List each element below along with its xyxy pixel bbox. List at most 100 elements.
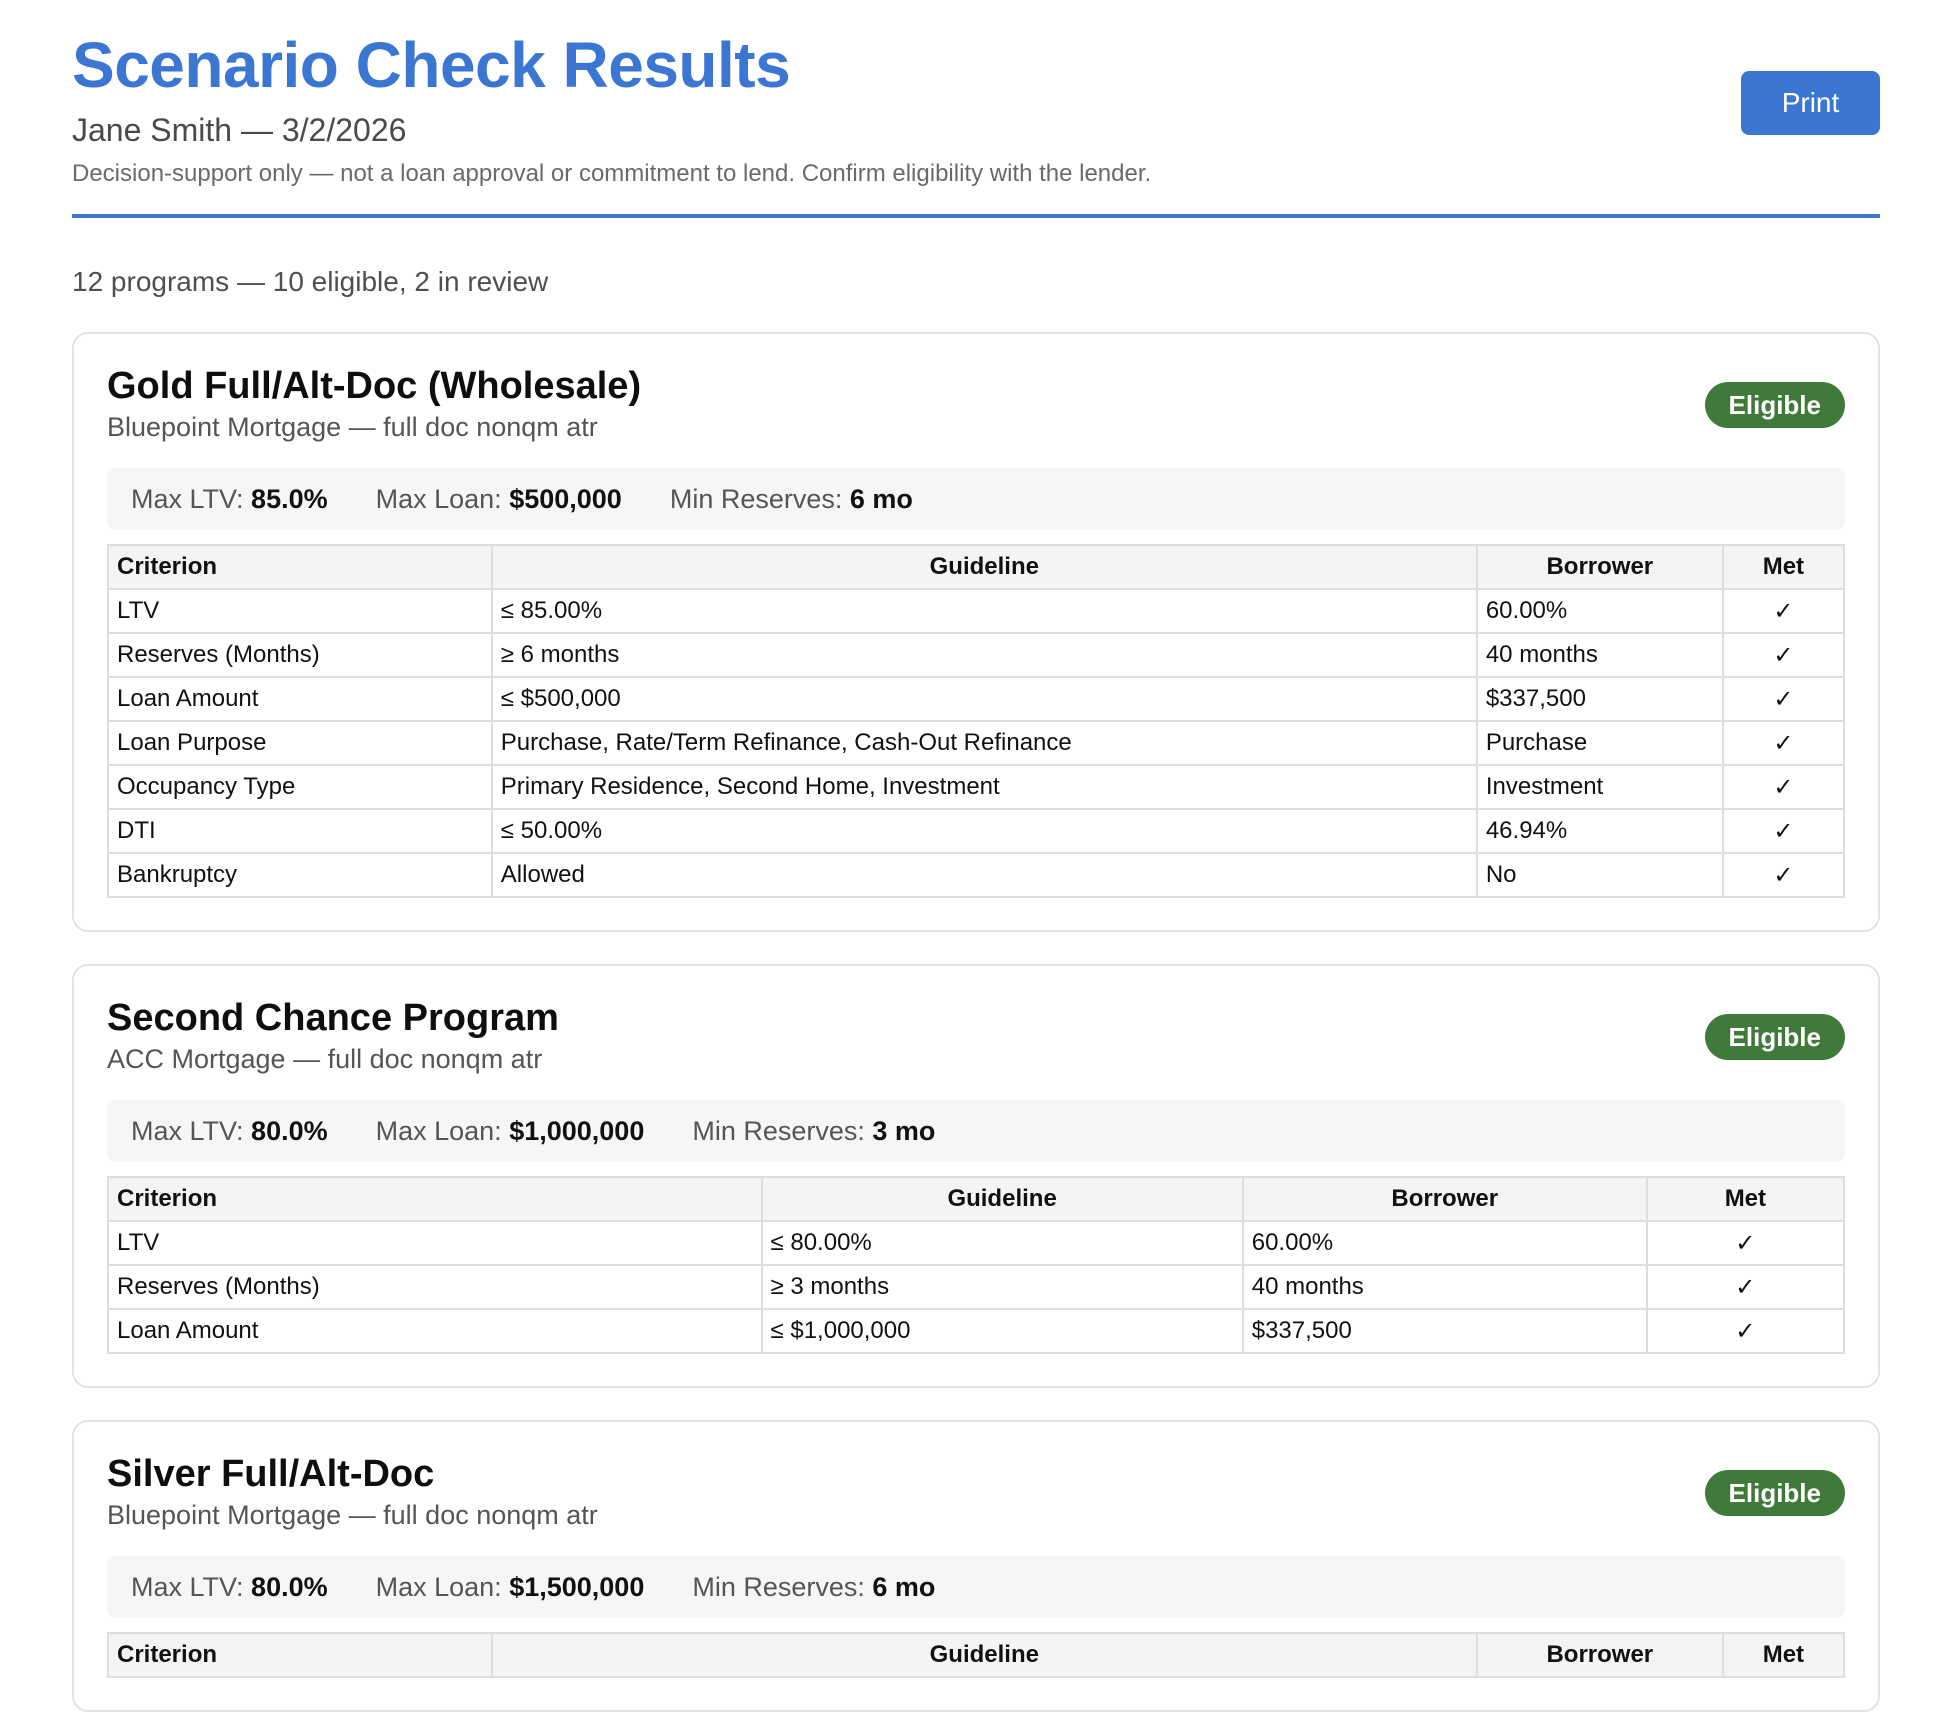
limit-value: $1,500,000 <box>509 1571 645 1602</box>
checkmark-icon: ✓ <box>1735 1317 1756 1345</box>
limit-item: Max Loan: $500,000 <box>376 484 622 515</box>
criterion-cell: LTV <box>107 1220 763 1266</box>
met-cell: ✓ <box>1645 1264 1846 1310</box>
checkmark-icon: ✓ <box>1773 817 1794 845</box>
program-name: Gold Full/Alt-Doc (Wholesale) <box>107 365 642 407</box>
limit-item: Min Reserves: 6 mo <box>692 1572 935 1603</box>
criteria-row: LTV ≤ 80.00% 60.00% ✓ <box>107 1220 1846 1266</box>
col-met: Met <box>1645 1176 1846 1222</box>
limit-value: 6 mo <box>849 483 913 514</box>
criteria-row: DTI ≤ 50.00% 46.94% ✓ <box>107 808 1846 854</box>
program-header: Silver Full/Alt-Doc Bluepoint Mortgage —… <box>107 1452 1845 1532</box>
col-borrower: Borrower <box>1475 1632 1724 1678</box>
guideline-cell: ≥ 6 months <box>490 632 1478 678</box>
met-cell: ✓ <box>1645 1220 1846 1266</box>
limit-value: $500,000 <box>509 483 622 514</box>
criteria-header-row: Criterion Guideline Borrower Met <box>107 1176 1846 1222</box>
col-met: Met <box>1721 544 1846 590</box>
criterion-cell: Loan Amount <box>107 676 493 722</box>
program-card: Gold Full/Alt-Doc (Wholesale) Bluepoint … <box>72 332 1880 932</box>
checkmark-icon: ✓ <box>1773 641 1794 669</box>
criteria-table: Criterion Guideline Borrower Met LTV ≤ 85… <box>107 544 1846 898</box>
program-list: Gold Full/Alt-Doc (Wholesale) Bluepoint … <box>72 332 1880 1712</box>
criterion-cell: DTI <box>107 808 493 854</box>
results-summary: 12 programs — 10 eligible, 2 in review <box>72 266 549 297</box>
met-cell: ✓ <box>1721 852 1846 898</box>
checkmark-icon: ✓ <box>1735 1273 1756 1301</box>
borrower-value-cell: 60.00% <box>1241 1220 1648 1266</box>
borrower-value-cell: Investment <box>1475 764 1724 810</box>
criteria-header-row: Criterion Guideline Borrower Met <box>107 1632 1846 1678</box>
program-header: Second Chance Program ACC Mortgage — ful… <box>107 996 1845 1076</box>
limit-item: Max Loan: $1,000,000 <box>376 1116 645 1147</box>
col-criterion: Criterion <box>107 1632 493 1678</box>
criterion-cell: Loan Purpose <box>107 720 493 766</box>
borrower-value-cell: $337,500 <box>1475 676 1724 722</box>
criterion-cell: Reserves (Months) <box>107 1264 763 1310</box>
col-guideline: Guideline <box>760 1176 1244 1222</box>
program-name: Silver Full/Alt-Doc <box>107 1453 435 1495</box>
program-lender: ACC Mortgage — full doc nonqm atr <box>107 1044 543 1074</box>
criteria-row: Loan Amount ≤ $1,000,000 $337,500 ✓ <box>107 1308 1846 1354</box>
status-badge: Eligible <box>1704 1014 1845 1060</box>
limit-label: Max LTV: <box>131 1571 244 1602</box>
status-badge: Eligible <box>1704 1470 1845 1516</box>
disclaimer: Decision-support only — not a loan appro… <box>72 160 1152 187</box>
criteria-table: Criterion Guideline Borrower Met <box>107 1632 1846 1678</box>
criterion-cell: Loan Amount <box>107 1308 763 1354</box>
met-cell: ✓ <box>1721 676 1846 722</box>
guideline-cell: Purchase, Rate/Term Refinance, Cash-Out … <box>490 720 1478 766</box>
criterion-cell: LTV <box>107 588 493 634</box>
program-lender: Bluepoint Mortgage — full doc nonqm atr <box>107 412 598 442</box>
criteria-header-row: Criterion Guideline Borrower Met <box>107 544 1846 590</box>
limit-item: Max LTV: 85.0% <box>131 484 328 515</box>
borrower-value-cell: $337,500 <box>1241 1308 1648 1354</box>
limit-value: 80.0% <box>251 1571 328 1602</box>
guideline-cell: Allowed <box>490 852 1478 898</box>
limit-label: Min Reserves: <box>692 1571 865 1602</box>
col-criterion: Criterion <box>107 544 493 590</box>
limit-item: Min Reserves: 6 mo <box>670 484 913 515</box>
limit-value: 80.0% <box>251 1115 328 1146</box>
borrower-value-cell: 40 months <box>1475 632 1724 678</box>
checkmark-icon: ✓ <box>1773 597 1794 625</box>
program-card: Second Chance Program ACC Mortgage — ful… <box>72 964 1880 1388</box>
borrower-value-cell: Purchase <box>1475 720 1724 766</box>
criteria-row: Occupancy Type Primary Residence, Second … <box>107 764 1846 810</box>
borrower-value-cell: 60.00% <box>1475 588 1724 634</box>
met-cell: ✓ <box>1721 808 1846 854</box>
program-header: Gold Full/Alt-Doc (Wholesale) Bluepoint … <box>107 364 1845 444</box>
program-limits: Max LTV: 80.0% Max Loan: $1,000,000 Min Re… <box>107 1100 1845 1162</box>
limit-item: Max LTV: 80.0% <box>131 1572 328 1603</box>
criteria-row: Loan Amount ≤ $500,000 $337,500 ✓ <box>107 676 1846 722</box>
col-guideline: Guideline <box>490 544 1478 590</box>
borrower-value-cell: No <box>1475 852 1724 898</box>
col-borrower: Borrower <box>1241 1176 1648 1222</box>
limit-value: $1,000,000 <box>509 1115 645 1146</box>
limit-label: Max LTV: <box>131 483 244 514</box>
limit-label: Max Loan: <box>375 1115 502 1146</box>
col-criterion: Criterion <box>107 1176 763 1222</box>
met-cell: ✓ <box>1645 1308 1846 1354</box>
status-badge: Eligible <box>1704 382 1845 428</box>
criterion-cell: Bankruptcy <box>107 852 493 898</box>
checkmark-icon: ✓ <box>1735 1229 1756 1257</box>
guideline-cell: ≤ $1,000,000 <box>760 1308 1244 1354</box>
checkmark-icon: ✓ <box>1773 685 1794 713</box>
limit-item: Max LTV: 80.0% <box>131 1116 328 1147</box>
limit-value: 6 mo <box>872 1571 936 1602</box>
borrower-value-cell: 40 months <box>1241 1264 1648 1310</box>
program-card: Silver Full/Alt-Doc Bluepoint Mortgage —… <box>72 1420 1880 1712</box>
criteria-table: Criterion Guideline Borrower Met LTV ≤ 80… <box>107 1176 1846 1354</box>
met-cell: ✓ <box>1721 764 1846 810</box>
met-cell: ✓ <box>1721 632 1846 678</box>
limit-label: Min Reserves: <box>692 1115 865 1146</box>
checkmark-icon: ✓ <box>1773 729 1794 757</box>
guideline-cell: ≤ 50.00% <box>490 808 1478 854</box>
print-button[interactable]: Print <box>1741 71 1880 135</box>
met-cell: ✓ <box>1721 588 1846 634</box>
guideline-cell: ≤ 80.00% <box>760 1220 1244 1266</box>
criteria-row: Loan Purpose Purchase, Rate/Term Refinanc… <box>107 720 1846 766</box>
met-cell: ✓ <box>1721 720 1846 766</box>
